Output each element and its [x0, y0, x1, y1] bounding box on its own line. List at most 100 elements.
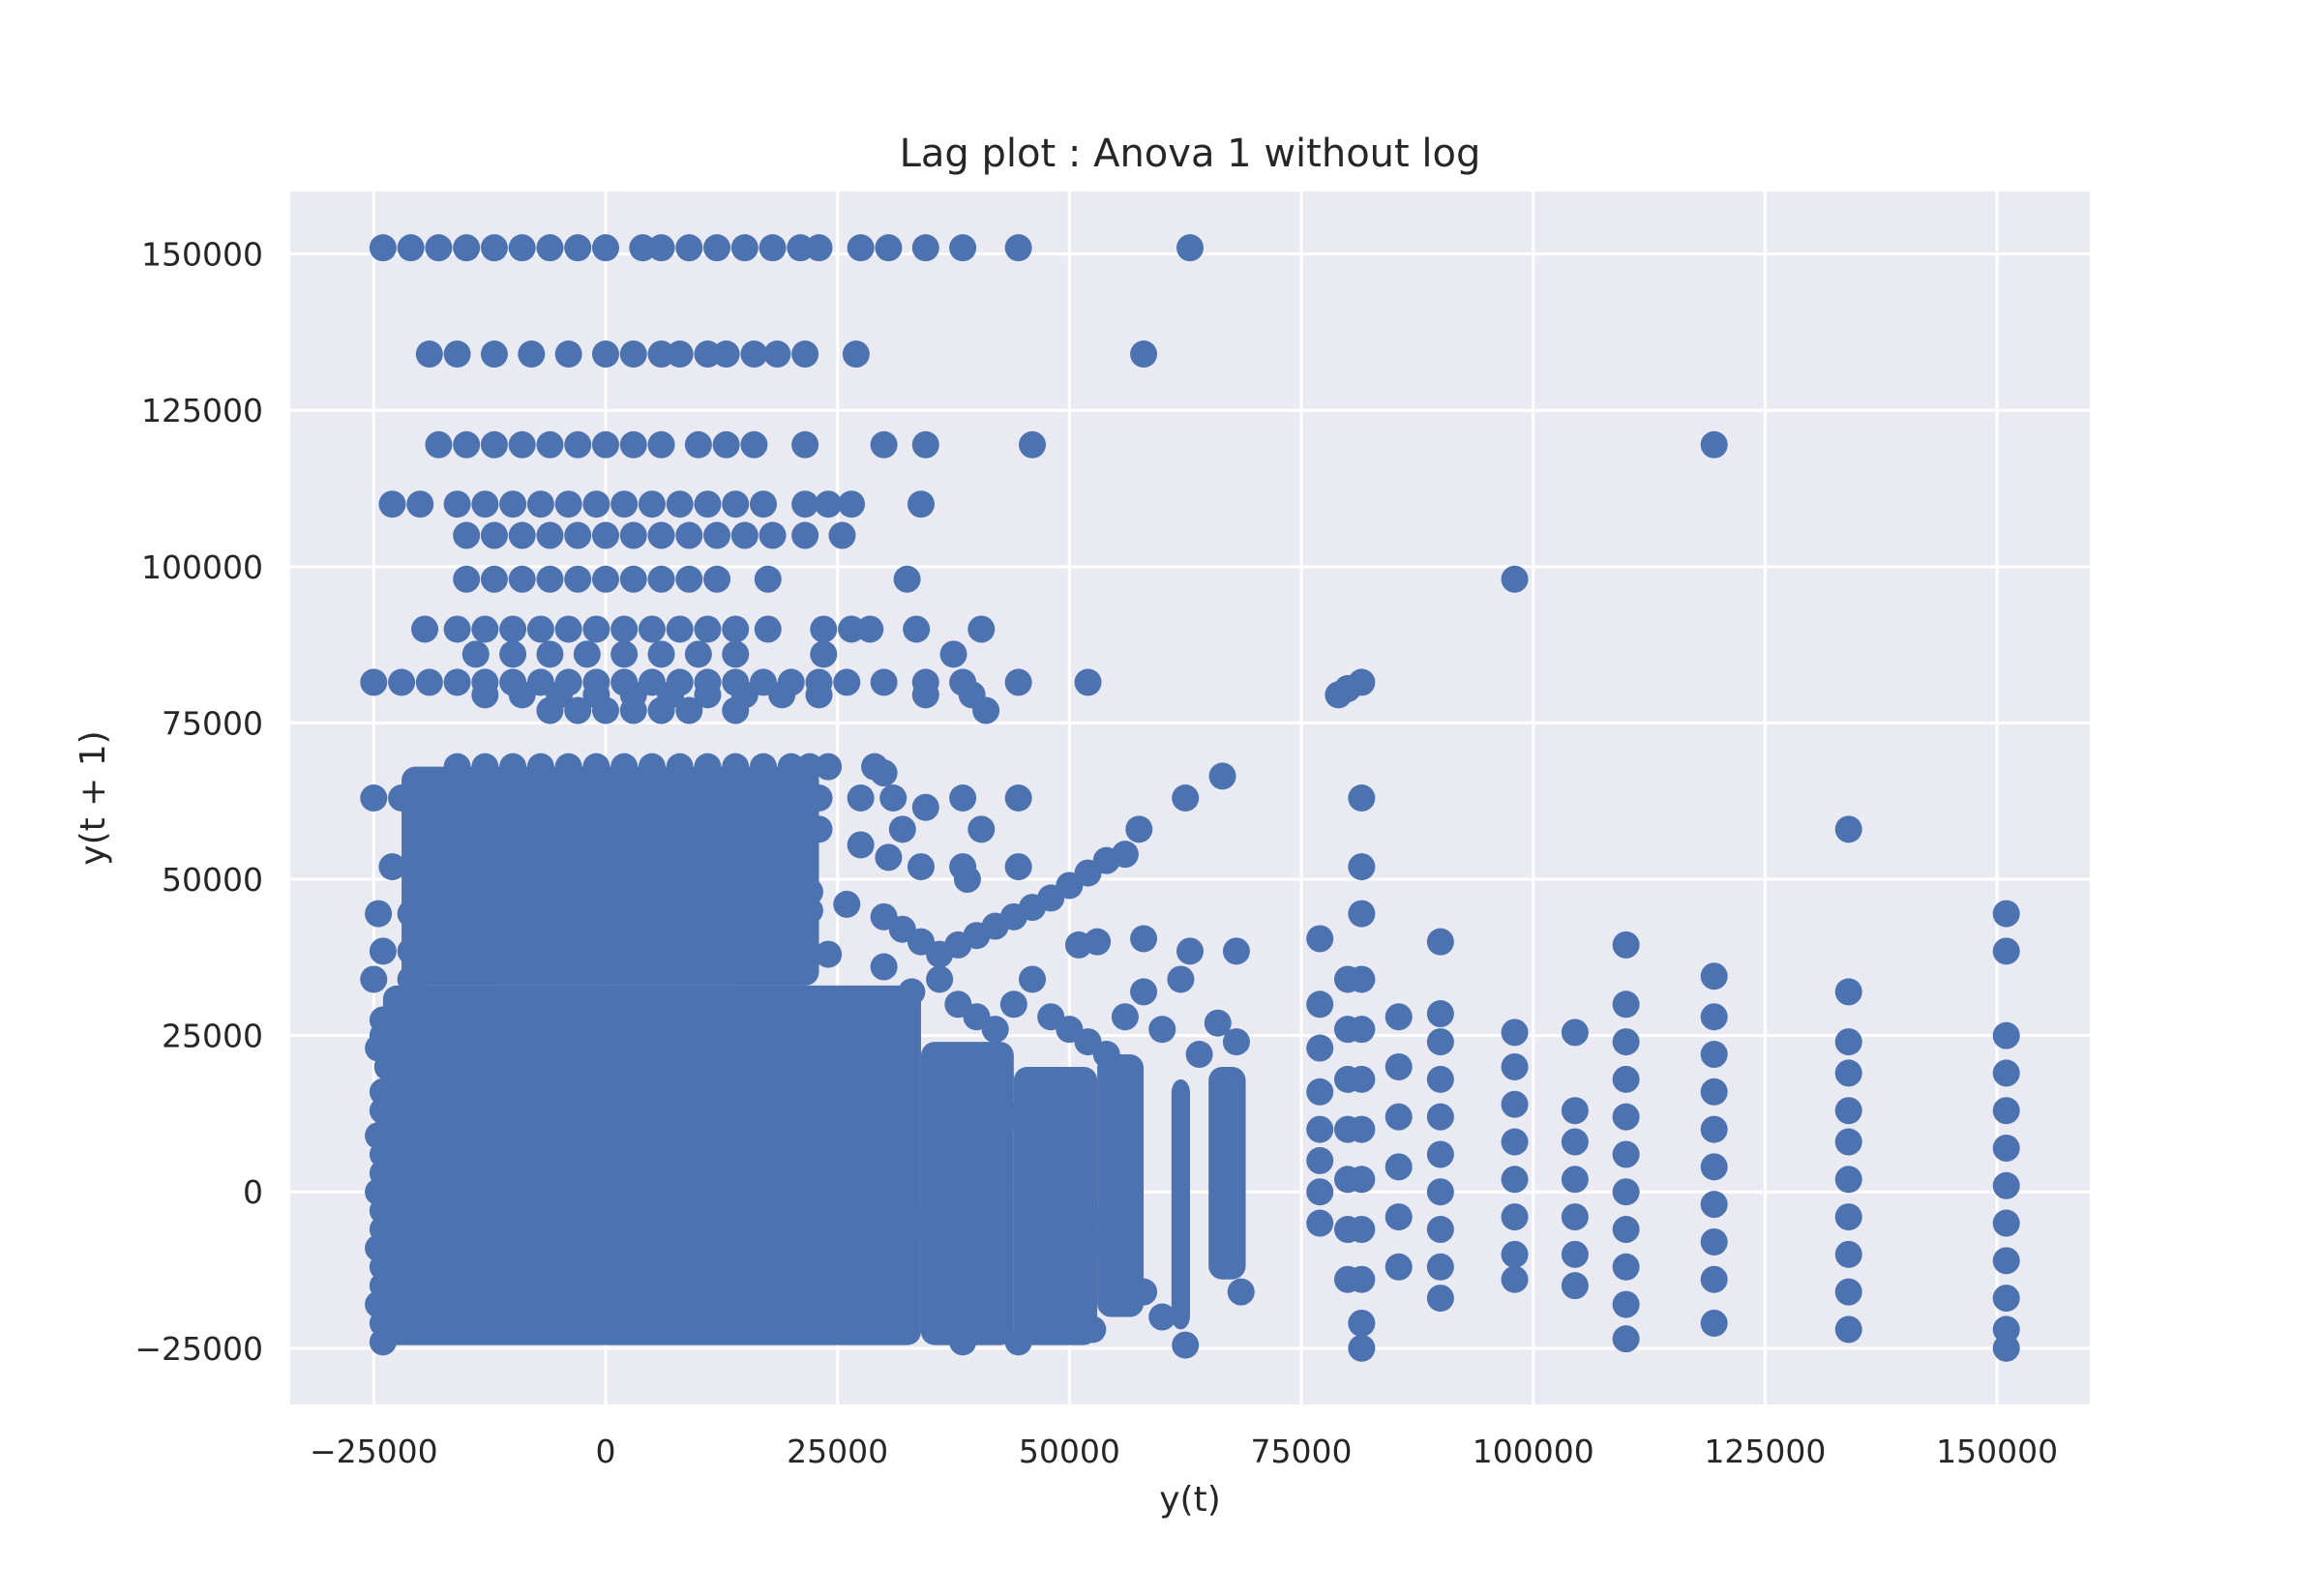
scatter-point [638, 784, 666, 812]
scatter-point [675, 234, 703, 262]
scatter-point [1019, 430, 1047, 458]
scatter-point [1348, 853, 1376, 881]
scatter-point [619, 430, 647, 458]
scatter-point [1176, 234, 1204, 262]
scatter-point [1834, 1315, 1862, 1344]
scatter-point [369, 1309, 397, 1337]
scatter-point [647, 234, 675, 262]
scatter-point [1992, 1021, 2020, 1049]
scatter-point [1501, 565, 1529, 593]
scatter-point [443, 668, 471, 696]
scatter-point [1348, 1166, 1376, 1194]
scatter-point [694, 681, 722, 709]
scatter-point [1501, 1265, 1529, 1293]
scatter-point [453, 430, 481, 458]
scatter-point [666, 490, 694, 518]
y-tick-label: 125000 [141, 392, 263, 429]
scatter-point [795, 753, 823, 781]
scatter-point [647, 340, 675, 369]
scatter-point [443, 784, 471, 812]
y-tick-label: 100000 [141, 548, 263, 586]
scatter-point [1185, 1041, 1213, 1069]
chart-title: Lag plot : Anova 1 without log [900, 132, 1481, 176]
scatter-point [1426, 928, 1454, 956]
scatter-point [369, 937, 397, 965]
scatter-point [360, 668, 388, 696]
scatter-point [1992, 1247, 2020, 1275]
scatter-point [888, 1178, 916, 1206]
scatter-point [471, 490, 499, 518]
scatter-point [1561, 1097, 1589, 1125]
scatter-point [777, 784, 805, 812]
scatter-point [1130, 925, 1158, 953]
scatter-point [443, 753, 471, 781]
scatter-point [1384, 1052, 1413, 1080]
scatter-point [360, 965, 388, 993]
scatter-point [911, 793, 939, 821]
scatter-point [508, 681, 536, 709]
x-axis-label: y(t) [1159, 1480, 1221, 1520]
scatter-point [828, 521, 856, 549]
scatter-point [712, 340, 740, 369]
scatter-point [907, 490, 935, 518]
scatter-point [1426, 1028, 1454, 1056]
scatter-point [703, 565, 731, 593]
scatter-point [722, 615, 750, 643]
scatter-point [536, 234, 564, 262]
scatter-point [1834, 815, 1862, 843]
scatter-point [903, 615, 931, 643]
scatter-point [480, 430, 508, 458]
scatter-point [591, 234, 619, 262]
scatter-point [694, 490, 722, 518]
y-axis-ticks: −25000 0 25000 50000 75000 100000 125000 150000 [134, 236, 263, 1368]
scatter-point [944, 1272, 972, 1300]
scatter-point [1213, 1240, 1241, 1268]
scatter-point [791, 430, 819, 458]
scatter-point [856, 615, 884, 643]
scatter-point [536, 696, 564, 724]
scatter-point [1426, 1285, 1454, 1313]
scatter-point [740, 340, 768, 369]
scatter-point [411, 615, 439, 643]
scatter-point [554, 490, 582, 518]
scatter-point [730, 521, 759, 549]
scatter-point [1834, 978, 1862, 1006]
scatter-point [388, 668, 416, 696]
scatter-point [619, 340, 647, 369]
x-tick-label: 50000 [1019, 1433, 1120, 1470]
scatter-point [518, 815, 546, 843]
scatter-point [415, 784, 443, 812]
scatter-point [471, 784, 499, 812]
scatter-point [1172, 784, 1200, 812]
scatter-point [847, 831, 875, 859]
scatter-point [730, 803, 759, 831]
scatter-point [526, 784, 554, 812]
scatter-point [1222, 1028, 1250, 1056]
scatter-point [972, 696, 1000, 724]
scatter-point [397, 965, 425, 993]
scatter-point [461, 640, 490, 668]
x-tick-label: 150000 [1936, 1433, 2058, 1470]
scatter-point [777, 753, 805, 781]
scatter-point [508, 234, 536, 262]
scatter-point [1426, 1140, 1454, 1168]
scatter-point [907, 1209, 935, 1237]
scatter-point [591, 815, 619, 843]
scatter-point [1037, 1153, 1065, 1181]
scatter-point [1426, 1065, 1454, 1093]
scatter-point [684, 430, 712, 458]
scatter-point [1992, 1315, 2020, 1344]
scatter-point [1992, 937, 2020, 965]
scatter-point [759, 828, 787, 856]
x-tick-label: 100000 [1473, 1433, 1594, 1470]
dense-region [382, 985, 921, 1345]
scatter-point [1992, 900, 2020, 928]
scatter-point [1426, 1178, 1454, 1206]
scatter-point [480, 234, 508, 262]
scatter-point [1074, 1203, 1102, 1231]
scatter-point [1079, 1315, 1107, 1344]
scatter-point [1348, 1309, 1376, 1337]
scatter-point [499, 784, 527, 812]
scatter-point [573, 640, 601, 668]
scatter-point [730, 234, 759, 262]
